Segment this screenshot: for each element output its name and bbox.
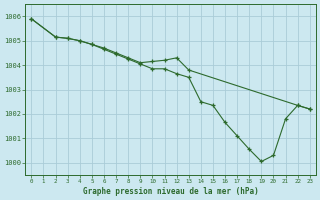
- X-axis label: Graphe pression niveau de la mer (hPa): Graphe pression niveau de la mer (hPa): [83, 187, 259, 196]
